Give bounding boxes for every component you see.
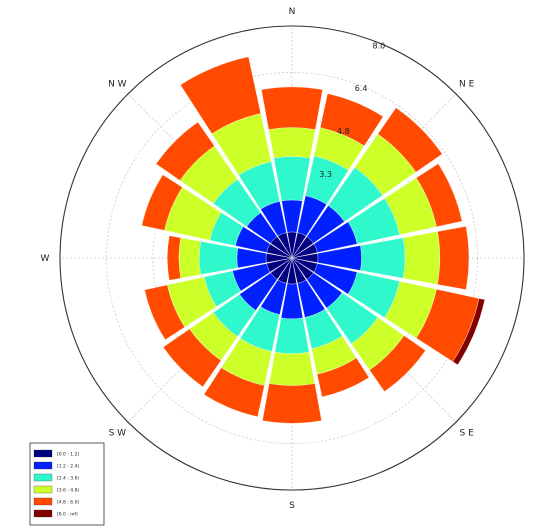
rose-sector-s-bin-4	[262, 383, 322, 424]
legend-label: [0.0 : 1.2)	[57, 452, 79, 458]
rose-sector-w-bin-4	[167, 235, 181, 281]
legend-swatch	[33, 509, 53, 518]
rose-sector-nw-bin-4	[155, 121, 215, 181]
legend-label: [3.6 : 4.8)	[57, 488, 79, 494]
rose-sector-ese-bin-5	[452, 298, 485, 366]
radial-tick-label: 4.8	[337, 127, 350, 136]
rose-sector-ene-bin-4	[416, 163, 463, 227]
polar-frame	[59, 25, 525, 491]
legend-label: [1.2 : 2.4)	[57, 464, 79, 470]
direction-label-ne: N E	[459, 79, 475, 89]
legend-label: [4.8 : 6.0)	[57, 500, 79, 506]
direction-label-se: S E	[460, 429, 475, 439]
rose-sector-w-bin-2	[199, 241, 238, 275]
rose-sector-n-bin-2	[273, 156, 311, 202]
rose-sector-e-bin-4	[437, 226, 470, 290]
rose-sector-w-bin-3	[178, 237, 201, 279]
labels-layer: 3.34.86.48.0NN EES ESS WWN W	[41, 7, 537, 511]
rose-sector-e-bin-2	[360, 237, 406, 279]
radial-tick-label: 3.3	[319, 170, 332, 179]
rose-sector-wsw-bin-4	[144, 284, 185, 340]
rose-sector-nnw-bin-4	[180, 56, 261, 134]
radial-tick-label: 8.0	[373, 41, 386, 50]
legend-swatch	[33, 461, 53, 470]
rose-sector-wnw-bin-4	[141, 174, 183, 231]
direction-label-n: N	[289, 7, 296, 17]
radial-tick-label: 6.4	[355, 84, 368, 93]
rose-sector-sw-bin-4	[163, 328, 222, 387]
legend-label: [6.0 : inf)	[57, 512, 78, 518]
legend-label: [2.4 : 3.6)	[57, 476, 79, 482]
legend: [0.0 : 1.2) [1.2 : 2.4) [2.4 : 3.6) [3.6 : …	[29, 442, 105, 526]
rose-sector-ne-bin-4	[377, 107, 443, 173]
rose-sector-nne-bin-4	[320, 93, 384, 147]
rose-sector-s-bin-2	[274, 317, 310, 354]
bars-layer	[141, 56, 485, 424]
legend-swatch	[33, 497, 53, 506]
legend-swatch	[33, 473, 53, 482]
rose-sector-s-bin-3	[269, 351, 315, 386]
direction-label-s: S	[289, 501, 295, 511]
rose-sector-e-bin-3	[403, 231, 441, 285]
rose-sector-ssw-bin-4	[203, 367, 265, 417]
rose-sector-sse-bin-4	[316, 357, 370, 398]
rose-sector-se-bin-4	[369, 335, 426, 392]
direction-label-w: W	[41, 254, 50, 264]
legend-swatch	[33, 449, 53, 458]
rose-sector-n-bin-3	[268, 127, 316, 159]
direction-label-sw: S W	[109, 429, 127, 439]
legend-swatch	[33, 485, 53, 494]
rose-sector-n-bin-4	[261, 86, 323, 130]
direction-label-nw: N W	[108, 79, 127, 89]
